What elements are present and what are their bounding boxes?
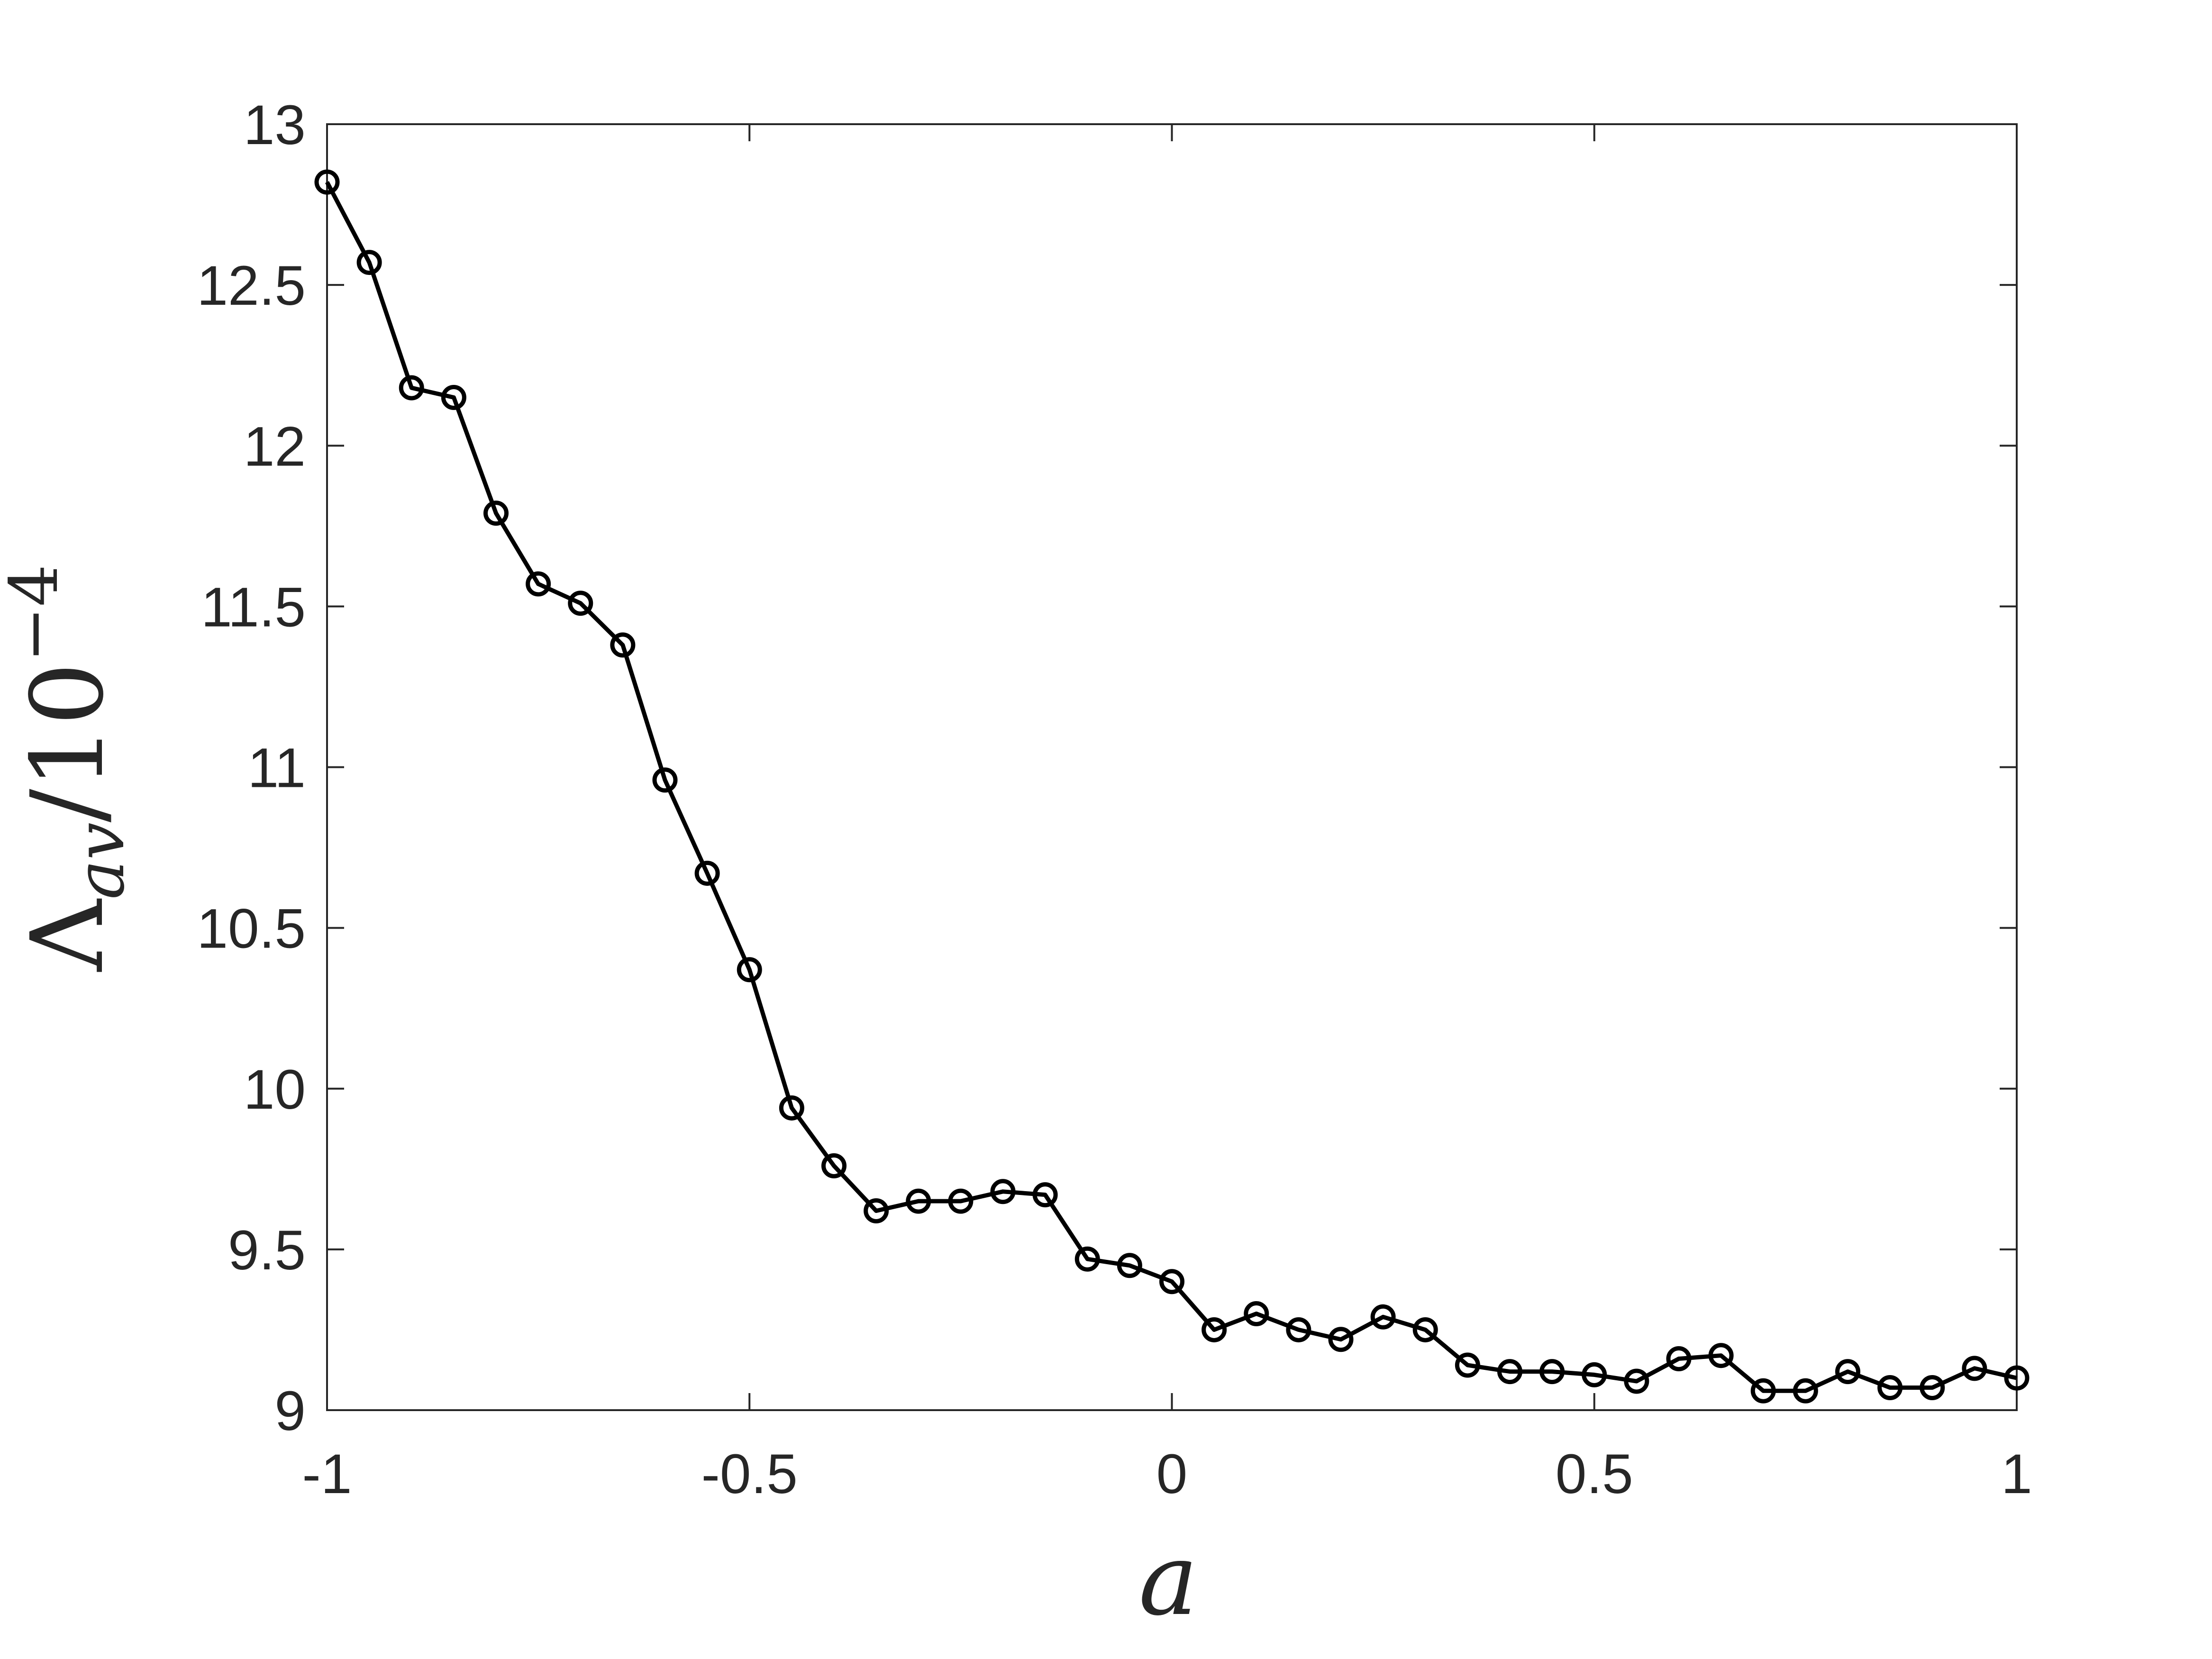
x-tick-label: 0 — [1156, 1443, 1188, 1505]
data-point — [610, 632, 636, 658]
y-axis-label: Λav/10−4 — [0, 565, 139, 973]
data-point — [1202, 1317, 1227, 1342]
data-point — [1920, 1375, 1945, 1401]
data-point — [1074, 1246, 1100, 1272]
y-tick-label: 13 — [244, 94, 306, 156]
series-markers — [314, 169, 2030, 1404]
data-point — [864, 1198, 889, 1223]
x-tick-label: 0.5 — [1556, 1443, 1633, 1505]
data-point — [314, 169, 340, 195]
data-point — [694, 860, 720, 886]
data-point — [356, 250, 382, 275]
data-point — [1624, 1368, 1649, 1394]
y-tick-label: 12.5 — [197, 255, 306, 317]
data-point — [821, 1153, 847, 1179]
y-axis-label-exponent: −4 — [0, 565, 73, 662]
data-point — [652, 767, 678, 793]
data-point — [1793, 1378, 1818, 1404]
data-point — [2004, 1365, 2030, 1391]
data-point — [737, 957, 762, 983]
data-point — [441, 385, 466, 410]
data-point — [779, 1095, 804, 1121]
x-tick-label: -0.5 — [701, 1443, 798, 1505]
y-axis-label-symbol: Λ — [9, 898, 126, 972]
y-axis-label-divisor: /10 — [9, 662, 126, 822]
data-point — [990, 1179, 1016, 1204]
data-point — [1032, 1182, 1058, 1208]
data-point — [906, 1188, 931, 1214]
data-point — [1750, 1378, 1776, 1404]
data-point — [1159, 1269, 1184, 1294]
y-tick-labels: 9 9.5 10 10.5 11 11.5 12 12.5 13 — [197, 94, 306, 1442]
y-tick-label: 9.5 — [228, 1219, 306, 1282]
x-tick-label: -1 — [302, 1443, 352, 1505]
data-point — [1455, 1352, 1480, 1378]
data-point — [526, 571, 551, 597]
y-tick-label: 10 — [244, 1058, 306, 1121]
data-point — [1539, 1359, 1565, 1385]
y-axis-label-subscript: av — [62, 822, 139, 900]
data-point — [1877, 1375, 1903, 1401]
data-point — [1666, 1346, 1692, 1371]
y-tick-label: 12 — [244, 415, 306, 478]
y-tick-label: 9 — [274, 1380, 306, 1442]
y-tick-label: 11.5 — [201, 576, 306, 638]
data-point — [568, 591, 593, 616]
data-point — [1835, 1359, 1860, 1385]
data-point — [1328, 1327, 1354, 1352]
data-point — [1497, 1359, 1522, 1385]
x-tick-label: 1 — [2001, 1443, 2032, 1505]
axis-ticks — [326, 123, 2018, 1411]
data-point — [948, 1188, 974, 1214]
data-point — [1962, 1356, 1987, 1381]
data-point — [1370, 1304, 1396, 1330]
data-point — [1117, 1253, 1142, 1278]
data-point — [1286, 1317, 1311, 1342]
x-axis-label: a — [1138, 1522, 1198, 1638]
y-tick-label: 10.5 — [197, 898, 306, 960]
y-tick-label: 11 — [248, 737, 306, 800]
data-point — [1412, 1317, 1438, 1342]
data-point — [1708, 1343, 1734, 1368]
data-point — [1582, 1362, 1607, 1387]
series-line — [325, 181, 2018, 1393]
data-point — [1244, 1301, 1269, 1327]
x-tick-labels: -1 -0.5 0 0.5 1 — [302, 1443, 2032, 1505]
data-point — [399, 375, 424, 401]
data-point — [483, 501, 509, 526]
